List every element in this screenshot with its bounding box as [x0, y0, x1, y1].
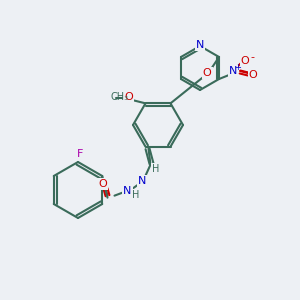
Text: H: H [132, 190, 139, 200]
Text: N: N [138, 176, 147, 186]
Text: CH₃: CH₃ [110, 92, 129, 102]
Text: O: O [124, 92, 133, 102]
Text: N: N [196, 40, 204, 50]
Text: F: F [77, 149, 83, 159]
Text: O: O [203, 68, 212, 78]
Text: O: O [249, 70, 257, 80]
Text: -: - [250, 52, 254, 62]
Text: N: N [123, 186, 132, 196]
Text: O: O [98, 179, 107, 189]
Text: N: N [229, 66, 237, 76]
Text: H: H [152, 164, 159, 174]
Text: O: O [241, 56, 249, 66]
Text: +: + [235, 62, 242, 71]
